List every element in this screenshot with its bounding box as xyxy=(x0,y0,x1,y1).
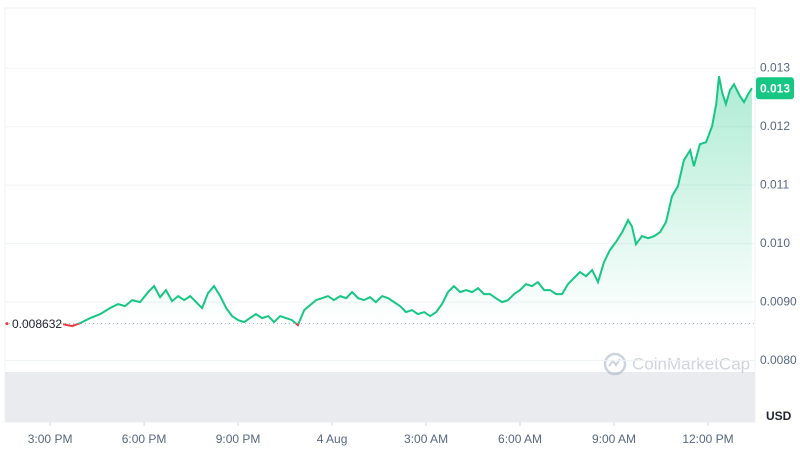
price-line xyxy=(63,76,753,324)
y-tick-label: 0.010 xyxy=(760,236,790,250)
x-tick-label: 3:00 AM xyxy=(404,432,448,446)
watermark: CoinMarketCap xyxy=(603,352,750,376)
x-tick-label: 12:00 PM xyxy=(682,432,733,446)
y-tick-label: 0.013 xyxy=(760,60,790,74)
x-tick-label: 9:00 PM xyxy=(216,432,261,446)
price-badge xyxy=(756,77,794,100)
price-badge-label: 0.013 xyxy=(760,81,790,95)
x-tick-label: 6:00 AM xyxy=(498,432,542,446)
price-area xyxy=(78,76,752,324)
watermark-text: CoinMarketCap xyxy=(632,354,750,373)
x-tick-label: 9:00 AM xyxy=(592,432,636,446)
baseline-dot xyxy=(5,322,9,326)
volume-area xyxy=(5,372,755,422)
y-tick-label: 0.012 xyxy=(760,119,790,133)
currency-label: USD xyxy=(766,409,792,423)
y-tick-label: 0.0090 xyxy=(760,294,797,308)
y-tick-label: 0.011 xyxy=(760,177,789,191)
x-tick-label: 6:00 PM xyxy=(122,432,167,446)
y-tick-label: 0.0080 xyxy=(760,353,797,367)
x-tick-label: 3:00 PM xyxy=(28,432,73,446)
x-tick-label: 4 Aug xyxy=(317,432,348,446)
baseline-label: 0.008632 xyxy=(12,317,62,331)
